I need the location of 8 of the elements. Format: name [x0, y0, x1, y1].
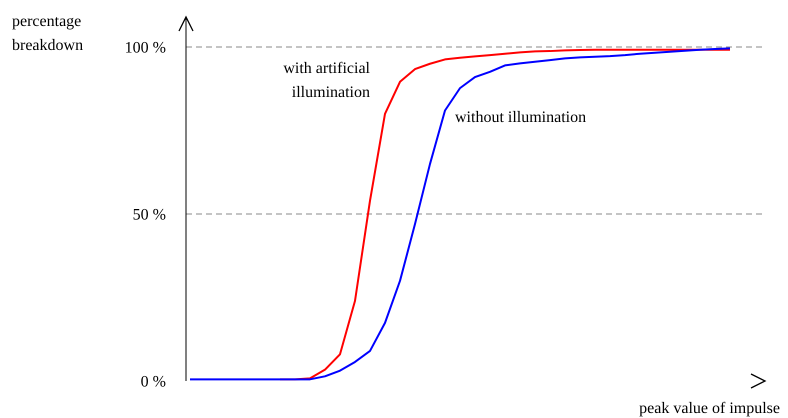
series-label: without illumination [455, 109, 586, 126]
y-axis-title: percentage breakdown [12, 13, 84, 54]
y-tick-label: 100 % [124, 40, 166, 57]
x-axis-title: peak value of impulse [639, 400, 780, 417]
y-tick-label: 0 % [140, 374, 166, 391]
y-tick-label: 50 % [132, 206, 166, 224]
line-series [189, 47, 731, 380]
series-label: with artificial illumination [283, 60, 371, 101]
